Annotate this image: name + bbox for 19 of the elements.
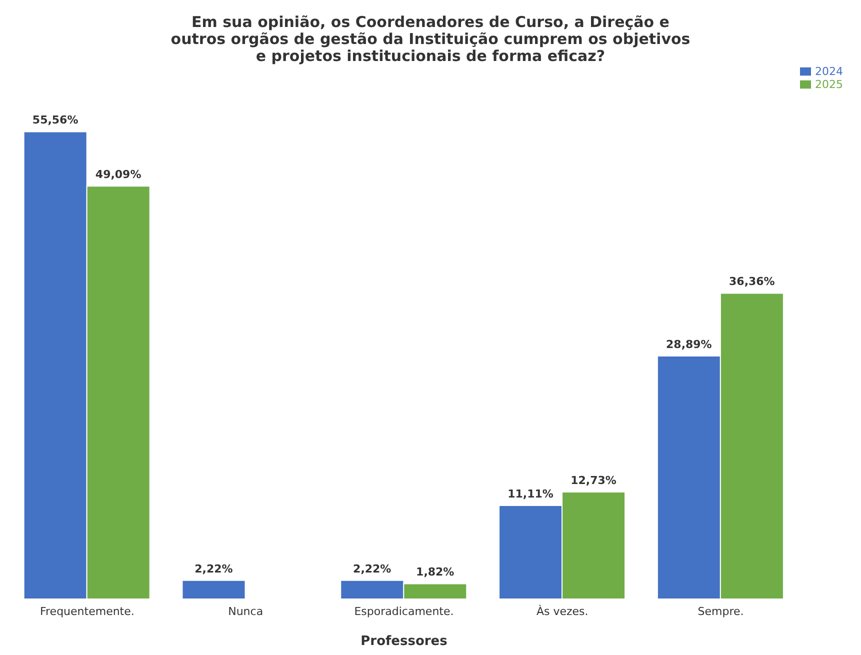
legend-label: 2024 [815,65,843,78]
x-axis-title: Professores [360,634,448,649]
data-label: 12,73% [570,474,616,487]
data-label: 28,89% [666,338,712,352]
data-label: 11,11% [508,488,554,501]
data-label: 2,22% [194,562,233,576]
x-tick-label: Sempre. [698,604,744,618]
x-tick-label: Às vezes. [536,604,588,618]
data-label: 49,09% [95,168,142,182]
data-label: 1,82% [416,566,454,579]
data-label: 55,56% [32,114,78,127]
x-tick-label: Nunca [228,604,264,618]
bar [182,580,246,599]
x-tick-label: Esporadicamente. [354,604,454,618]
data-label: 2,22% [353,562,392,576]
x-tick-label: Frequentemente. [40,604,134,618]
chart-title: Em sua opinião, os Coordenadores de Curso, a Direção e outros orgãos de gestão da Instituição cumprem os objetivos e projetos institucionais de forma eficaz? [170,13,692,65]
legend-label: 2025 [815,78,843,91]
data-label: 36,36% [729,275,775,288]
